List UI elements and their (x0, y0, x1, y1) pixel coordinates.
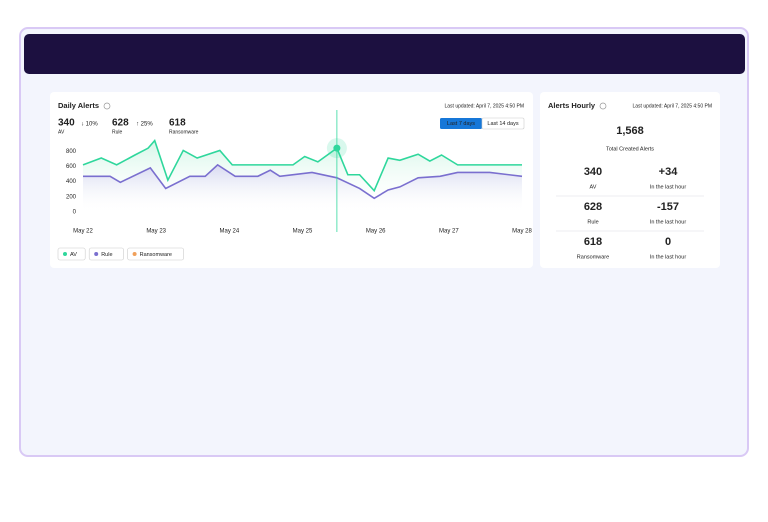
row-change-label: In the last hour (650, 254, 687, 260)
row-label: Ransomware (577, 254, 609, 260)
row-label: Rule (587, 219, 598, 225)
row-change-label: In the last hour (650, 184, 687, 190)
x-tick-label: May 25 (293, 229, 313, 235)
row-value: 340 (584, 166, 602, 178)
y-tick-label: 400 (66, 179, 77, 185)
row-change: 0 (665, 236, 671, 248)
x-tick-label: May 23 (146, 229, 166, 235)
stat-value: 618 (169, 118, 186, 129)
range-button[interactable] (481, 117, 525, 130)
card-title: Daily Alerts (58, 101, 99, 110)
y-tick-label: 0 (73, 210, 77, 216)
card-title: Alerts Hourly (548, 101, 596, 110)
x-tick-label: May 22 (73, 229, 93, 235)
hover-point (333, 144, 341, 152)
range-button[interactable] (440, 118, 482, 129)
top-bar (24, 34, 745, 74)
legend-item (127, 247, 184, 261)
y-tick-label: 200 (66, 194, 77, 200)
x-tick-label: May 27 (439, 229, 459, 235)
stat-value: 340 (58, 118, 75, 129)
legend-item (88, 247, 124, 261)
hourly-card (540, 92, 720, 268)
last-updated: Last updated: April 7, 2025 4:50 PM (445, 103, 525, 109)
y-tick-label: 800 (66, 149, 77, 155)
total-value: 1,568 (616, 125, 644, 137)
legend-swatch (94, 252, 99, 256)
row-change: +34 (659, 166, 679, 178)
legend-swatch (132, 252, 137, 256)
legend-swatch (63, 252, 67, 256)
stat-change: ↑ 25% (136, 122, 153, 128)
range-button-label: Last 7 days (447, 121, 475, 127)
series-line (83, 163, 523, 200)
row-value: 618 (584, 236, 602, 248)
row-change-label: In the last hour (650, 219, 687, 225)
row-label: AV (590, 184, 597, 190)
line-chart: 0 200 400 600 800 May 22 May 23 May 24 May 25 May… (57, 110, 532, 261)
y-tick-label: 600 (66, 164, 77, 170)
stat-change: ↓ 10% (81, 122, 98, 128)
stat-value: 628 (112, 118, 129, 129)
stat-label: Ransomware (169, 129, 199, 135)
stat-label: Rule (112, 129, 123, 135)
last-updated: Last updated: April 7, 2025 4:50 PM (633, 103, 713, 109)
info-icon (103, 102, 111, 110)
series-line (82, 138, 522, 193)
range-button-label: Last 14 days (487, 121, 518, 127)
x-tick-label: May 26 (366, 229, 386, 235)
total-label: Total Created Alerts (606, 146, 654, 152)
legend-label: AV (70, 252, 77, 258)
x-tick-label: May 24 (219, 229, 239, 235)
legend-label: Rule (101, 252, 112, 258)
row-value: 628 (584, 201, 602, 213)
hourly-rows: 340 AV +34 In the last hour 628 Rule -157 In th… (556, 166, 704, 260)
legend-item (57, 247, 86, 261)
row-change: -157 (657, 201, 679, 213)
info-icon (599, 102, 607, 110)
legend-label: Ransomware (140, 252, 172, 258)
stat-label: AV (58, 129, 65, 135)
x-tick-label: May 28 (512, 229, 532, 235)
